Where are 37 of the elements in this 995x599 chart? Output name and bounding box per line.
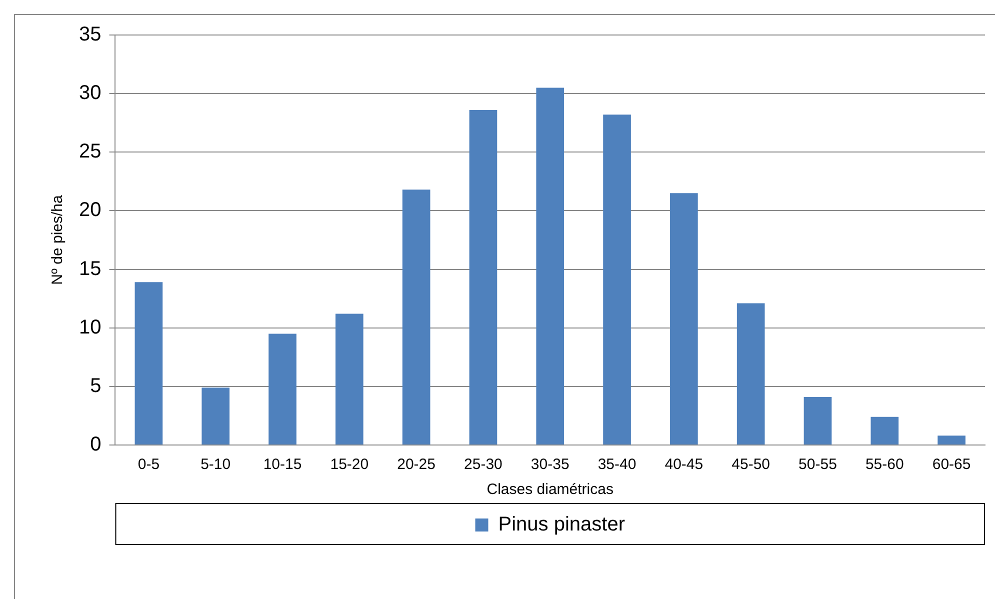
y-tick-label: 0 (90, 434, 102, 456)
x-tick-label: 50-55 (798, 456, 837, 474)
y-tick-label: 5 (90, 374, 102, 397)
y-tick-label: 15 (78, 258, 102, 280)
bar (268, 334, 296, 444)
bar (335, 314, 364, 444)
bar (469, 110, 498, 444)
x-tick-label: 0-5 (138, 456, 160, 474)
y-tick-label: 35 (78, 24, 102, 46)
y-tick-label: 25 (78, 140, 102, 163)
bar (736, 303, 765, 444)
bar (870, 416, 899, 444)
y-tick-label: 10 (78, 316, 102, 338)
x-tick-label: 45-50 (732, 456, 770, 474)
bar (670, 193, 698, 444)
bar (603, 114, 631, 444)
x-tick-label: 20-25 (397, 456, 436, 474)
bar (202, 388, 230, 444)
bar (536, 88, 564, 444)
y-tick-label: 30 (78, 82, 102, 104)
bar (402, 190, 430, 444)
x-tick-label: 25-30 (464, 456, 502, 474)
x-tick-label: 30-35 (530, 456, 570, 474)
x-tick-label: 55-60 (865, 456, 904, 474)
x-tick-label: 60-65 (932, 456, 971, 474)
x-tick-label: 5-10 (200, 456, 231, 474)
x-tick-label: 35-40 (598, 456, 636, 474)
x-tick-label: 10-15 (263, 456, 302, 474)
x-tick-label: 15-20 (330, 456, 369, 474)
bar (804, 396, 832, 444)
x-tick-label: 40-45 (664, 456, 704, 474)
y-tick-label: 20 (78, 199, 102, 222)
bar (938, 436, 966, 444)
x-axis-title: Clases diamétricas (486, 481, 614, 498)
bar (134, 282, 163, 444)
legend-label: Pinus pinaster (498, 514, 626, 536)
y-axis-title: Nº de pies/ha (49, 194, 66, 285)
